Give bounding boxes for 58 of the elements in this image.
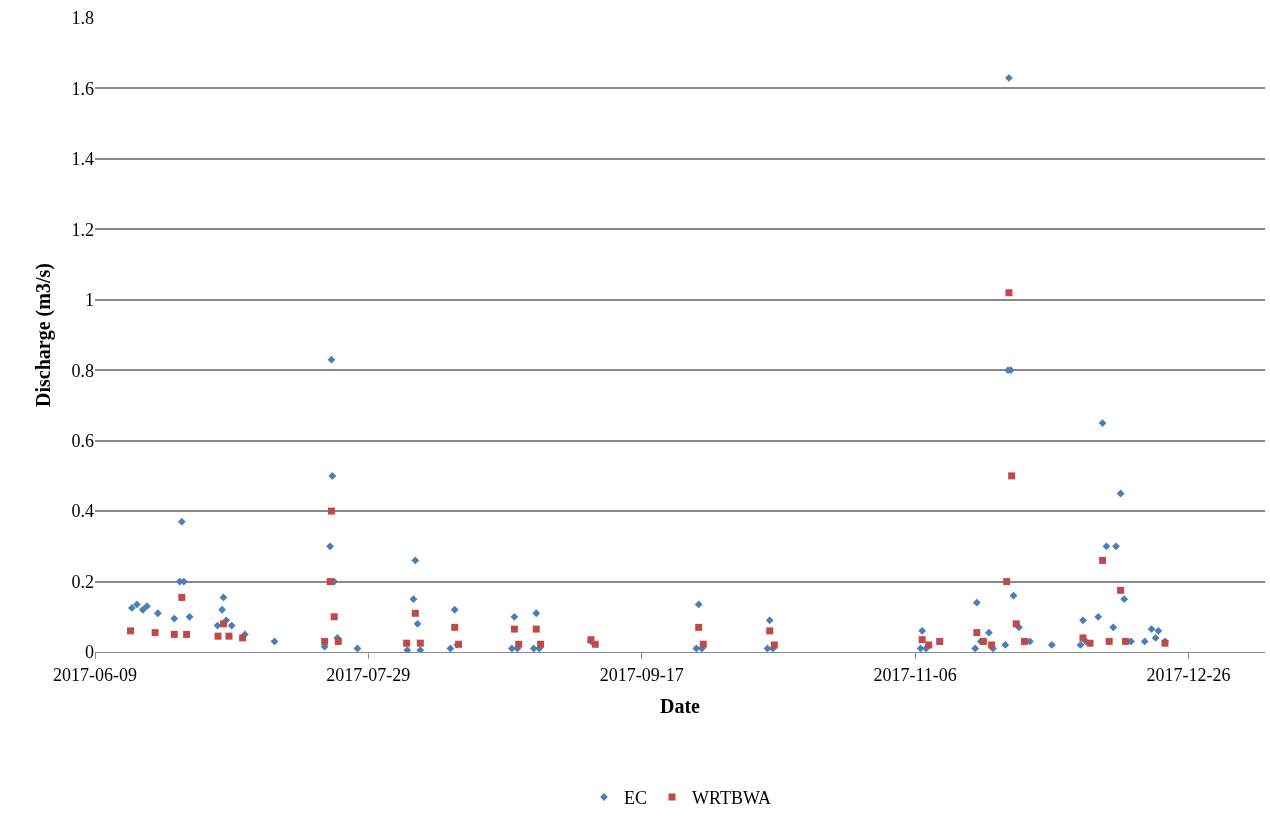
point [1079, 634, 1087, 642]
point [918, 636, 926, 644]
y-axis-title: Discharge (m3/s) [32, 263, 55, 407]
point [225, 632, 233, 640]
y-tick-label: 0.4 [71, 501, 94, 522]
point [1012, 620, 1020, 628]
point [1020, 637, 1028, 645]
point [411, 609, 419, 617]
point [1005, 289, 1013, 297]
point [1122, 637, 1130, 645]
point [532, 625, 540, 633]
x-tick-label: 2017-06-09 [53, 664, 137, 685]
point [330, 613, 338, 621]
x-tick-label: 2017-11-06 [873, 664, 957, 685]
point [1003, 578, 1011, 586]
point [1105, 637, 1113, 645]
point [510, 625, 518, 633]
point [537, 640, 545, 648]
y-tick-label: 1.4 [71, 149, 94, 170]
point [766, 627, 774, 635]
y-tick-label: 0.8 [71, 360, 94, 381]
point [214, 632, 222, 640]
y-tick-label: 1.8 [71, 8, 94, 29]
y-tick-label: 1.6 [71, 78, 94, 99]
point [1117, 586, 1125, 594]
y-tick-label: 0.6 [71, 430, 94, 451]
x-tick-label: 2017-07-29 [326, 664, 411, 685]
point [1008, 472, 1016, 480]
y-tick-label: 1 [85, 290, 94, 311]
point [151, 629, 159, 637]
point [326, 578, 334, 586]
x-tick-label: 2017-12-26 [1146, 664, 1231, 685]
point [239, 634, 247, 642]
point [695, 623, 703, 631]
point [936, 637, 944, 645]
point [219, 620, 227, 628]
legend-label: WRTBWA [692, 788, 771, 809]
point [178, 593, 186, 601]
point [1086, 639, 1094, 647]
y-tick-label: 0.2 [71, 571, 94, 592]
x-axis-title: Date [660, 695, 701, 718]
point [183, 630, 191, 638]
point [515, 640, 523, 648]
point [1099, 556, 1107, 564]
legend-label: EC [624, 788, 648, 809]
point [699, 640, 707, 648]
point [321, 637, 329, 645]
point [127, 627, 135, 635]
point [451, 623, 459, 631]
x-tick-label: 2017-09-17 [599, 664, 684, 685]
point [327, 507, 335, 515]
point [591, 640, 599, 648]
point [416, 639, 424, 647]
y-tick-label: 0 [85, 642, 94, 663]
y-tick-label: 1.2 [71, 219, 94, 240]
point [403, 639, 411, 647]
point [170, 630, 178, 638]
point [973, 629, 981, 637]
